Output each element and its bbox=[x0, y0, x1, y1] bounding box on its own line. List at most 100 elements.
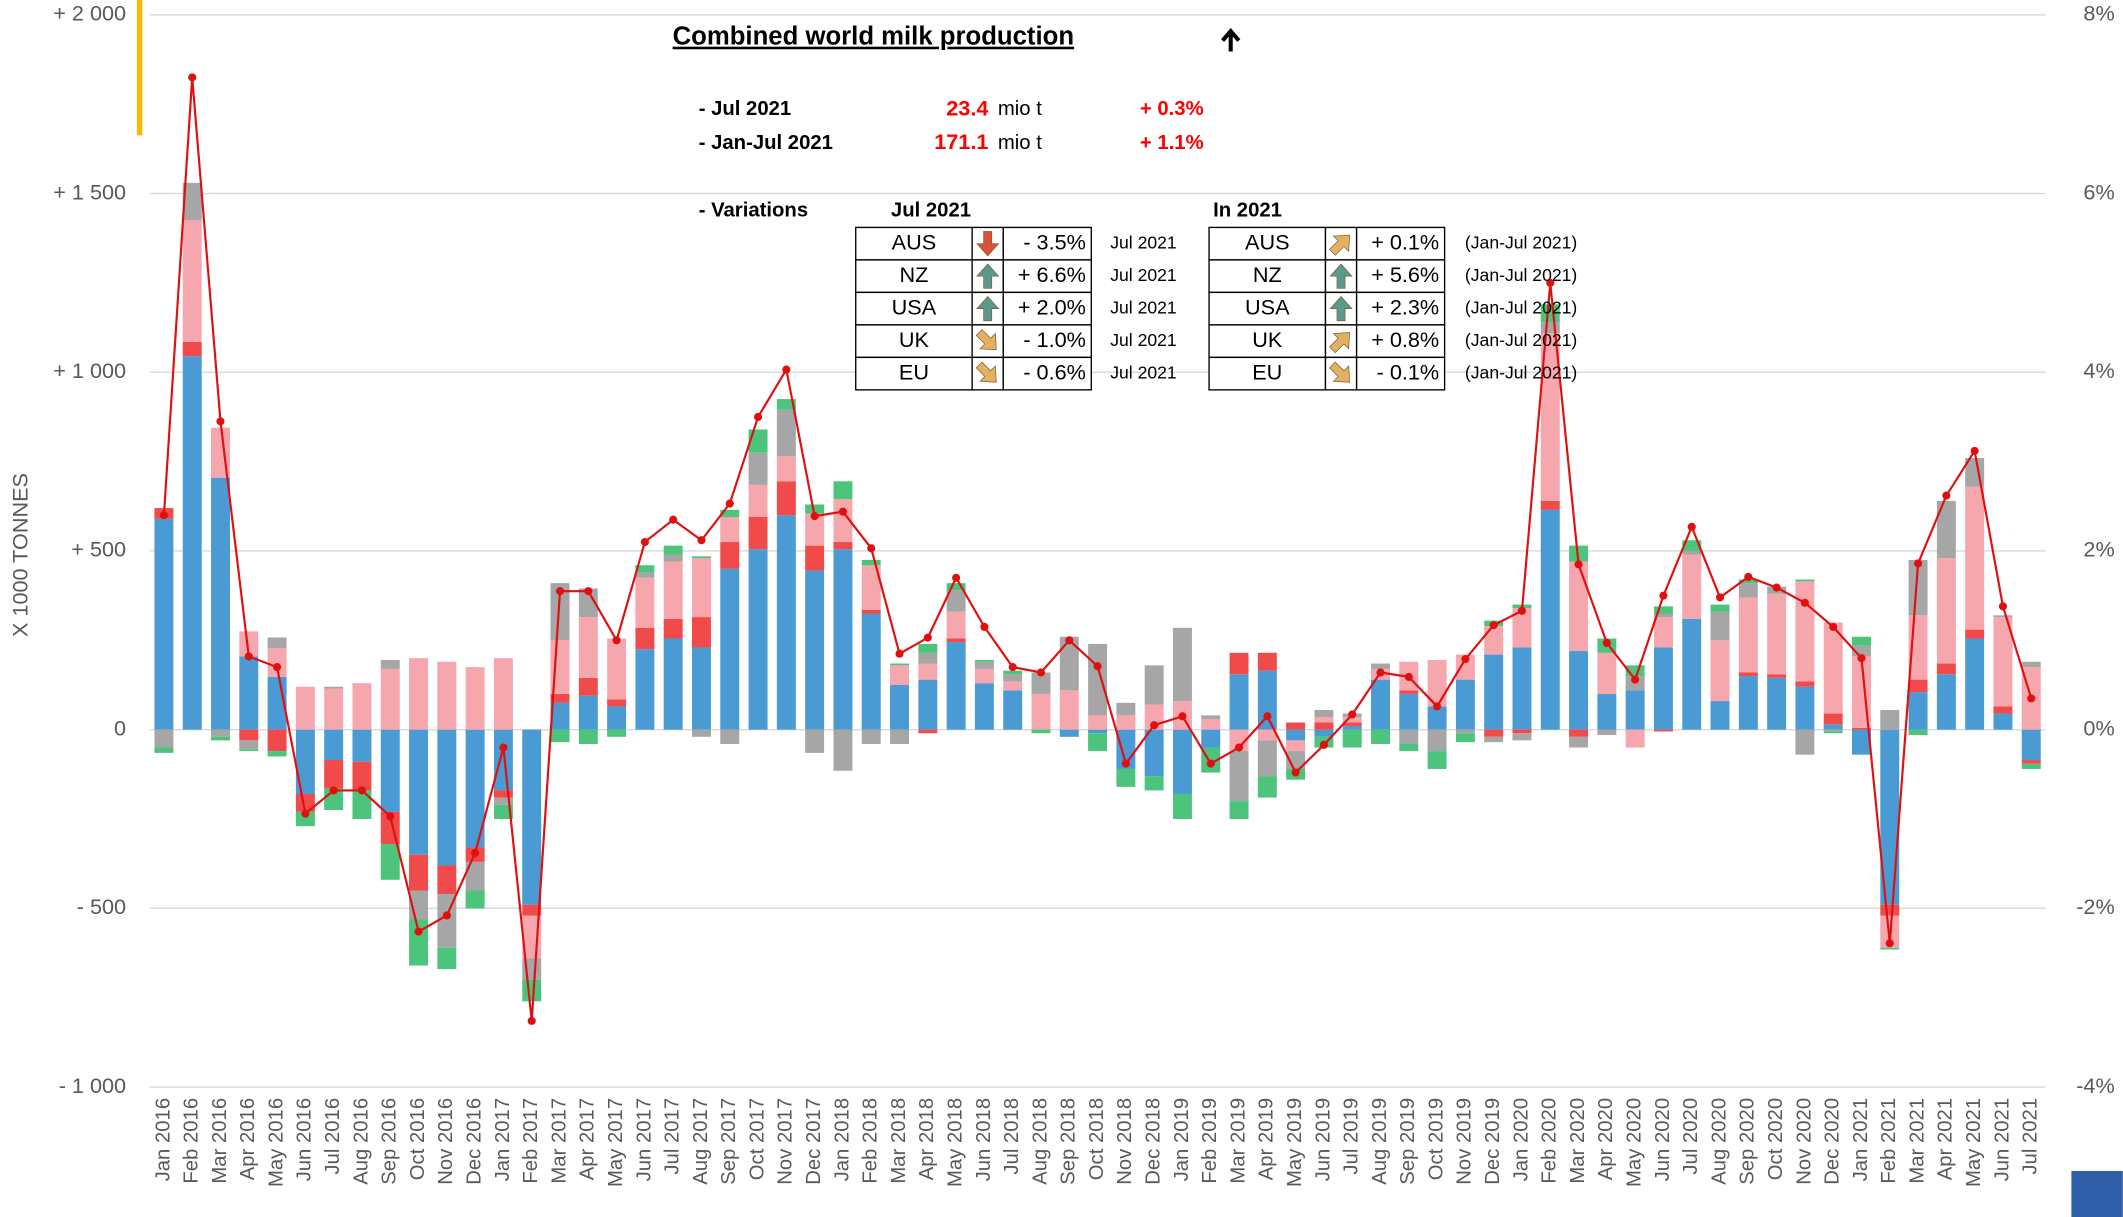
line-point bbox=[1376, 668, 1385, 677]
line-point bbox=[216, 417, 225, 426]
bar-segment bbox=[1852, 727, 1871, 730]
bar-segment bbox=[833, 499, 853, 543]
line-point bbox=[1517, 606, 1527, 615]
table-country: UK bbox=[1252, 327, 1283, 352]
bar-segment bbox=[918, 643, 938, 653]
x-tick-label: Apr 2016 bbox=[237, 1098, 259, 1180]
bar-segment bbox=[1936, 500, 1956, 559]
bar-segment bbox=[1088, 729, 1108, 734]
bar-segment bbox=[409, 854, 429, 891]
bar-segment bbox=[1088, 715, 1108, 730]
bar-segment bbox=[1540, 500, 1560, 510]
x-tick-label: Apr 2020 bbox=[1595, 1098, 1617, 1180]
x-tick-label: Dec 2018 bbox=[1143, 1098, 1165, 1185]
x-tick-label: Oct 2019 bbox=[1425, 1098, 1447, 1180]
x-tick-label: Nov 2019 bbox=[1454, 1098, 1476, 1185]
x-tick-label: Sep 2016 bbox=[379, 1098, 401, 1185]
line-point bbox=[640, 537, 649, 547]
x-tick-label: Mar 2021 bbox=[1906, 1098, 1928, 1184]
trend-icon bbox=[1329, 361, 1351, 383]
bar-segment bbox=[352, 683, 372, 730]
line-point bbox=[782, 365, 791, 374]
bar-segment bbox=[1653, 613, 1673, 618]
x-tick-label: Jun 2017 bbox=[633, 1098, 655, 1182]
bar-segment bbox=[1484, 729, 1504, 737]
bar-segment bbox=[2021, 760, 2041, 764]
bar-segment bbox=[267, 637, 287, 649]
bar-segment bbox=[182, 182, 202, 221]
bar-segment bbox=[1908, 729, 1928, 736]
bar-segment bbox=[890, 729, 910, 744]
bar-segment bbox=[1172, 793, 1192, 820]
table-change: + 2.3% bbox=[1371, 294, 1439, 319]
bar-segment bbox=[1144, 729, 1164, 777]
bar-segment bbox=[1653, 729, 1673, 732]
summary-unit: mio t bbox=[998, 132, 1042, 154]
x-tick-label: Jun 2021 bbox=[1991, 1098, 2013, 1182]
bar-segment bbox=[1710, 611, 1730, 641]
line-point bbox=[329, 786, 338, 795]
summary-change: + 1.1% bbox=[1140, 132, 1204, 154]
table-change: + 0.8% bbox=[1371, 327, 1439, 352]
bar-segment bbox=[833, 729, 853, 771]
bar-segment bbox=[1314, 722, 1334, 730]
bar-segment bbox=[861, 613, 881, 730]
bar-segment bbox=[1286, 740, 1306, 752]
bar-segment bbox=[2021, 763, 2041, 769]
bar-segment bbox=[1003, 674, 1023, 682]
bar-segment bbox=[1908, 692, 1928, 730]
table-cell bbox=[1355, 324, 1446, 359]
y-tick-label: + 1 500 bbox=[53, 179, 126, 204]
x-tick-label: Feb 2020 bbox=[1539, 1098, 1561, 1184]
bar-segment bbox=[776, 515, 796, 730]
bar-segment bbox=[1144, 776, 1164, 791]
x-tick-label: Apr 2017 bbox=[577, 1098, 599, 1180]
bar-segment bbox=[1597, 693, 1617, 730]
bar-segment bbox=[663, 545, 683, 555]
bar-segment bbox=[918, 652, 938, 664]
bar-segment bbox=[890, 665, 910, 685]
x-tick-label: Feb 2018 bbox=[860, 1098, 882, 1184]
y2-tick-label: 2% bbox=[2083, 537, 2114, 562]
table-cell bbox=[1002, 324, 1092, 359]
y2-tick-label: 4% bbox=[2083, 358, 2114, 383]
bar-segment bbox=[324, 760, 344, 789]
bar-segment bbox=[239, 749, 259, 752]
line-point bbox=[1800, 598, 1809, 607]
table-period: Jul 2021 bbox=[1110, 232, 1176, 252]
table-cell bbox=[1355, 226, 1446, 261]
bar-segment bbox=[1116, 702, 1136, 716]
bar-segment bbox=[1257, 652, 1277, 671]
bar-segment bbox=[578, 617, 598, 678]
bar-segment bbox=[239, 740, 259, 750]
bar-segment bbox=[1512, 733, 1532, 741]
bar-segment bbox=[1767, 593, 1787, 675]
table-country: USA bbox=[1245, 294, 1290, 319]
bar-segment bbox=[1031, 672, 1051, 694]
bar-segment bbox=[1738, 579, 1758, 584]
x-tick-label: Jun 2018 bbox=[973, 1098, 995, 1182]
bar-segment bbox=[1455, 679, 1475, 730]
trend-icon bbox=[976, 231, 1000, 257]
bar-segment bbox=[1229, 674, 1249, 730]
x-tick-label: Jun 2020 bbox=[1652, 1098, 1674, 1182]
bar-segment bbox=[1823, 622, 1843, 714]
bar-segment bbox=[1767, 674, 1787, 678]
bar-segment bbox=[1201, 729, 1221, 748]
bar-segment bbox=[2021, 661, 2041, 668]
line-point bbox=[1263, 712, 1272, 721]
table-cell bbox=[855, 356, 973, 391]
bar-segment bbox=[861, 559, 881, 566]
table-period: (Jan-Jul 2021) bbox=[1465, 297, 1577, 317]
bar-segment bbox=[918, 679, 938, 730]
bar-segment bbox=[154, 729, 174, 748]
bar-segment bbox=[890, 663, 910, 666]
bar-segment bbox=[493, 797, 513, 805]
bar-segment bbox=[1682, 550, 1702, 555]
bar-segment bbox=[295, 811, 315, 827]
y-tick-label: + 1 000 bbox=[53, 358, 126, 383]
line-point bbox=[1744, 572, 1753, 581]
x-tick-label: Sep 2019 bbox=[1397, 1098, 1419, 1185]
x-tick-label: Mar 2016 bbox=[209, 1098, 231, 1184]
